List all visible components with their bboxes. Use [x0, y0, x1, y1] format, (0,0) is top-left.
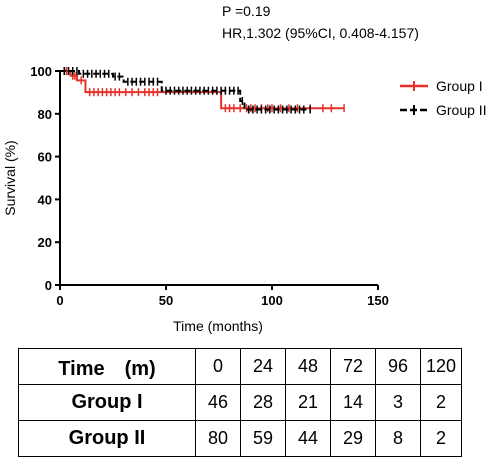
chart-axes: 0 20 40 60 80 100 0 50 100 150: [30, 64, 389, 308]
table-header-label: Time (m): [18, 348, 196, 385]
y-tick-label: 80: [38, 107, 52, 122]
survival-chart: 0 20 40 60 80 100 0 50 100 150 Group I Group II Ti…: [2, 64, 487, 334]
table-cell: 59: [240, 420, 286, 457]
x-tick-label: 100: [261, 293, 283, 308]
table-cell: 2: [420, 384, 462, 421]
number-at-risk-table: Time (m) 0 24 48 72 96 120 Group I 46 28…: [18, 348, 462, 457]
table-row: Group II 80 59 44 29 8 2: [18, 420, 462, 457]
table-header-cell: 0: [195, 348, 241, 385]
survival-curve-2: [60, 70, 311, 111]
chart-curves: [60, 67, 345, 114]
chart-legend: Group I Group II: [400, 78, 487, 118]
p-value-text: P =0.19: [222, 3, 271, 19]
hazard-ratio-text: HR,1.302 (95%CI, 0.408-4.157): [222, 25, 419, 41]
table-row-label: Group I: [18, 384, 196, 421]
table-cell: 80: [195, 420, 241, 457]
y-tick-label: 40: [38, 192, 52, 207]
table-header-row: Time (m) 0 24 48 72 96 120: [18, 348, 462, 385]
x-axis-label: Time (months): [173, 318, 263, 334]
y-axis-label: Survival (%): [2, 140, 18, 215]
table-header-cell: 24: [240, 348, 286, 385]
table-cell: 21: [285, 384, 331, 421]
table-cell: 8: [375, 420, 421, 457]
table-header-cell: 120: [420, 348, 462, 385]
y-tick-label: 0: [45, 278, 52, 293]
table-cell: 3: [375, 384, 421, 421]
table-row-label: Group II: [18, 420, 196, 457]
table-header-cell: 96: [375, 348, 421, 385]
table-cell: 29: [330, 420, 376, 457]
table-cell: 46: [195, 384, 241, 421]
y-tick-label: 60: [38, 150, 52, 165]
table-cell: 2: [420, 420, 462, 457]
statistics-annotation: P =0.19 HR,1.302 (95%CI, 0.408-4.157): [222, 0, 419, 44]
y-tick-label: 20: [38, 235, 52, 250]
x-tick-label: 150: [367, 293, 389, 308]
table-row: Group I 46 28 21 14 3 2: [18, 384, 462, 421]
y-tick-label: 100: [30, 64, 52, 79]
table-header-cell: 72: [330, 348, 376, 385]
table-cell: 14: [330, 384, 376, 421]
table-cell: 44: [285, 420, 331, 457]
table-cell: 28: [240, 384, 286, 421]
legend-label: Group I: [436, 78, 483, 94]
table-header-cell: 48: [285, 348, 331, 385]
legend-label: Group II: [436, 102, 487, 118]
x-tick-label: 50: [159, 293, 173, 308]
x-tick-label: 0: [56, 293, 63, 308]
